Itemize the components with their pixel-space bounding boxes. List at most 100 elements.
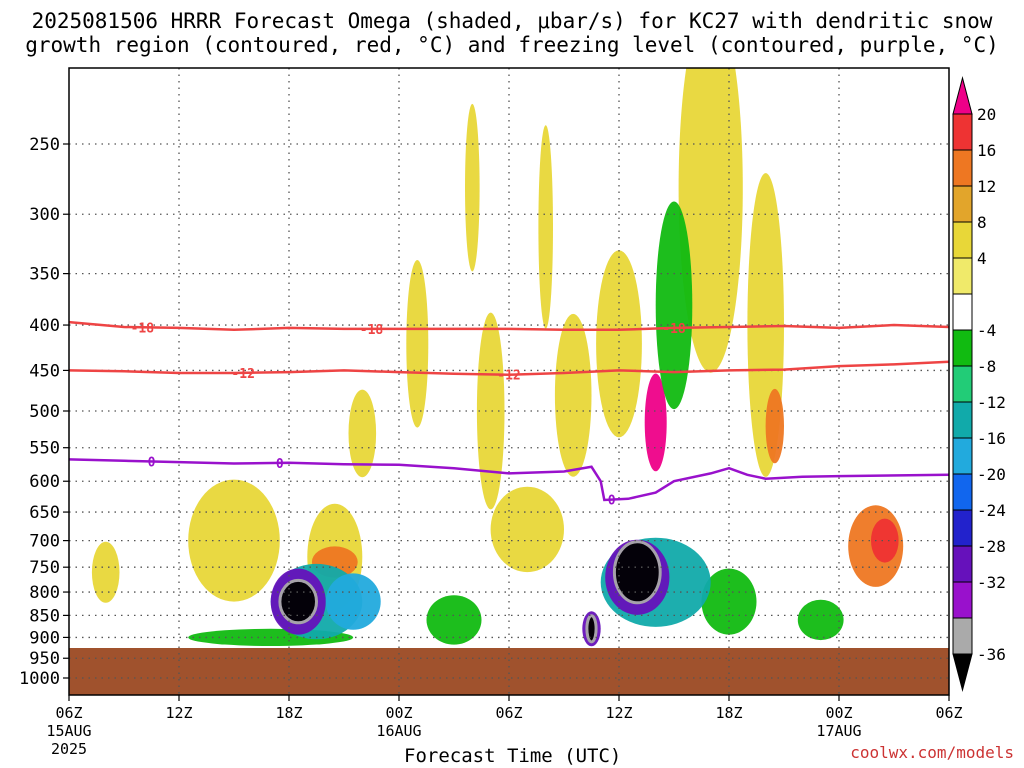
- colorbar-swatch-12: [952, 509, 973, 547]
- y-tick-label-850: 850: [29, 606, 60, 626]
- x-year-label-0: 2025: [51, 740, 87, 758]
- contour-line-1: [69, 360, 949, 376]
- colorbar-label-2: 12: [977, 177, 996, 196]
- omega-region-14: [765, 388, 784, 464]
- y-tick-label-1000: 1000: [19, 669, 60, 689]
- contour-label-2-1: 0: [276, 457, 284, 472]
- colorbar-label-1: 16: [977, 141, 996, 160]
- y-tick-label-350: 350: [29, 265, 60, 285]
- credit-text: coolwx.com/models: [850, 743, 1014, 762]
- colorbar-label-5: -4: [977, 321, 996, 340]
- x-tick-label-3: 00Z: [385, 704, 412, 722]
- y-tick-label-700: 700: [29, 532, 60, 552]
- colorbar-swatch-7: [952, 329, 973, 367]
- colorbar-swatch-0: [952, 76, 973, 115]
- omega-region-0: [91, 541, 120, 603]
- x-date-label-3: 16AUG: [376, 722, 421, 740]
- omega-region-10: [596, 250, 642, 438]
- chart-title-line-1: 2025081506 HRRR Forecast Omega (shaded, …: [31, 9, 993, 33]
- y-tick-label-450: 450: [29, 361, 60, 381]
- x-tick-label-8: 06Z: [935, 704, 962, 722]
- omega-region-19: [426, 595, 482, 645]
- contour-label-1-1: -12: [497, 369, 520, 384]
- y-tick-label-650: 650: [29, 503, 60, 523]
- colorbar-swatch-16: [952, 653, 973, 692]
- x-tick-label-7: 00Z: [825, 704, 852, 722]
- colorbar-swatch-2: [952, 149, 973, 187]
- colorbar-swatch-6: [952, 293, 973, 331]
- y-tick-label-750: 750: [29, 558, 60, 578]
- omega-region-25: [325, 573, 381, 630]
- colorbar-swatch-10: [952, 437, 973, 475]
- x-tick-label-2: 18Z: [275, 704, 302, 722]
- colorbar-label-13: -36: [977, 645, 1006, 664]
- omega-region-4: [406, 260, 429, 428]
- contour-label-0-2: -18: [662, 322, 686, 337]
- y-tick-label-250: 250: [29, 135, 60, 155]
- omega-region-1: [188, 479, 280, 602]
- colorbar-swatch-14: [952, 581, 973, 619]
- colorbar-label-9: -20: [977, 465, 1006, 484]
- x-tick-label-4: 06Z: [495, 704, 522, 722]
- x-tick-label-6: 18Z: [715, 704, 742, 722]
- contour-line-2: [69, 458, 949, 502]
- chart-title-line-2: growth region (contoured, red, °C) and f…: [25, 33, 999, 57]
- colorbar-swatch-1: [952, 113, 973, 151]
- colorbar-swatch-8: [952, 365, 973, 403]
- omega-region-6: [476, 312, 505, 510]
- omega-region-20: [655, 201, 693, 410]
- y-tick-label-400: 400: [29, 316, 60, 336]
- contour-label-0-0: -18: [131, 321, 155, 336]
- y-tick-label-900: 900: [29, 628, 60, 648]
- colorbar-label-11: -28: [977, 537, 1006, 556]
- omega-region-8: [538, 125, 553, 329]
- y-tick-label-300: 300: [29, 205, 60, 225]
- omega-region-9: [554, 313, 592, 477]
- omega-region-30: [585, 614, 598, 644]
- y-tick-label-500: 500: [29, 402, 60, 422]
- y-tick-label-550: 550: [29, 439, 60, 459]
- contour-label-2-2: 0: [608, 494, 616, 509]
- colorbar-label-0: 20: [977, 105, 996, 124]
- colorbar-swatch-4: [952, 221, 973, 259]
- grid-lines: [69, 68, 949, 695]
- ground-surface: [69, 648, 949, 695]
- colorbar-swatch-9: [952, 401, 973, 439]
- temperature-contours: -18 -18 -18 -12 -12 0 0 0: [69, 320, 949, 509]
- colorbar-swatch-5: [952, 257, 973, 295]
- colorbar-swatch-13: [952, 545, 973, 583]
- contour-line-0: [69, 320, 949, 332]
- x-date-label-7: 17AUG: [816, 722, 861, 740]
- colorbar-label-10: -24: [977, 501, 1006, 520]
- contour-label-1-0: -12: [231, 367, 254, 382]
- y-axis: 2503003504004505005506006507007508008509…: [19, 135, 69, 689]
- x-tick-label-0: 06Z: [55, 704, 82, 722]
- omega-region-31: [612, 540, 662, 605]
- y-tick-label-950: 950: [29, 649, 60, 669]
- omega-region-7: [490, 486, 564, 573]
- omega-region-22: [797, 599, 844, 641]
- colorbar-label-4: 4: [977, 249, 987, 268]
- omega-region-16: [871, 518, 899, 563]
- omega-region-29: [278, 578, 319, 625]
- ground-below-surface: [69, 648, 949, 695]
- colorbar-swatch-11: [952, 473, 973, 511]
- x-tick-label-1: 12Z: [165, 704, 192, 722]
- omega-shading: [91, 68, 904, 647]
- y-tick-label-800: 800: [29, 583, 60, 603]
- colorbar-label-6: -8: [977, 357, 996, 376]
- colorbar-label-3: 8: [977, 213, 987, 232]
- contour-label-2-0: 0: [148, 455, 156, 470]
- x-tick-label-5: 12Z: [605, 704, 632, 722]
- x-date-label-0: 15AUG: [46, 722, 91, 740]
- colorbar-label-8: -16: [977, 429, 1006, 448]
- colorbar-label-7: -12: [977, 393, 1006, 412]
- contour-label-0-1: -18: [360, 323, 384, 338]
- colorbar-swatch-3: [952, 185, 973, 223]
- omega-region-17: [644, 373, 667, 472]
- x-axis-title: Forecast Time (UTC): [404, 745, 622, 767]
- y-tick-label-600: 600: [29, 472, 60, 492]
- colorbar-swatch-15: [952, 617, 973, 655]
